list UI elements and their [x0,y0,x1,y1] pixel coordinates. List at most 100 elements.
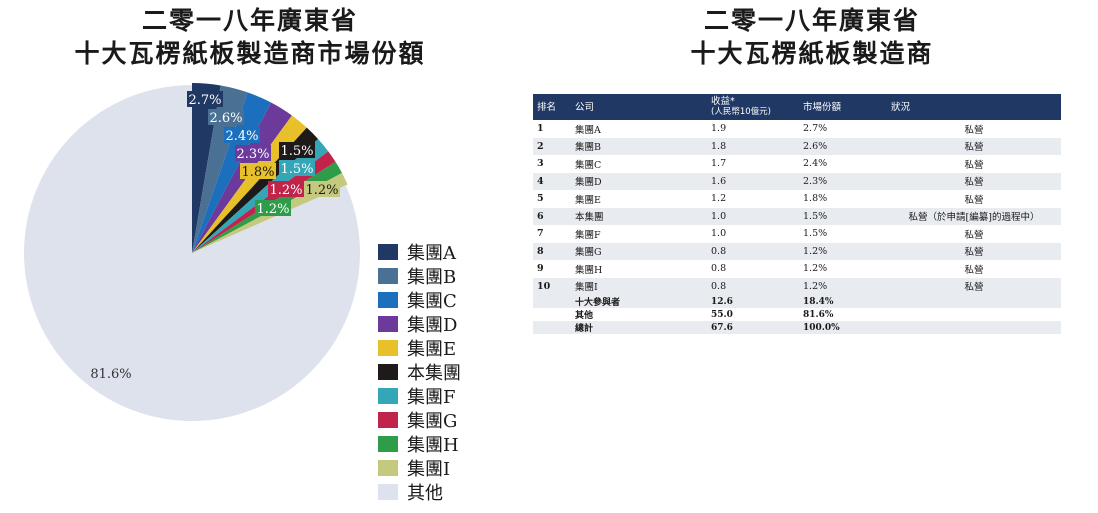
table-cell: 集團H [575,264,603,276]
table-cell: 1.5% [799,207,887,225]
pie-label-box-2 [208,109,244,125]
table-header-cell: 公司 [571,94,707,120]
legend-item-11: 其他 [378,480,461,504]
legend-label: 集團H [407,435,459,456]
legend-label: 其他 [407,483,443,504]
table-cell [887,308,1061,321]
pie-label-box-4 [235,145,271,161]
table-summary-row: 其他 55.0 81.6% [533,308,1061,322]
table-row: 2 集團B 1.8 2.6% 私營 [533,137,1061,155]
pie-slice-6 [192,127,319,253]
table-row: 7 集團F 1.0 1.5% 私營 [533,225,1061,243]
table-cell: 5 [537,193,544,205]
pie-label-box-8 [268,181,304,197]
table-cell: 1.6 [707,172,799,190]
legend-swatch [378,484,398,500]
legend-swatch [378,316,398,332]
legend-swatch [378,460,398,476]
legend-item-3: 集團C [378,288,461,312]
pie-slice-11 [23,85,361,421]
table-row: 9 集團H 0.8 1.2% 私營 [533,260,1061,278]
pie-label-2: 2.6% [209,111,242,126]
legend-item-2: 集團B [378,264,461,288]
table-cell: 集團D [571,172,707,190]
table-cell [533,295,571,308]
pie-label-box-6 [279,142,315,158]
pie-legend: 集團A 集團B 集團C 集團D 集團E 本集團 集團F 集團G 集團H 集團I 其他 [378,240,461,504]
table-row: 6 本集團 1.0 1.5% 私營（於申請[編纂]的過程中） [533,207,1061,225]
table-row: 4 集團D 1.6 2.3% 私營 [533,172,1061,190]
legend-item-6: 本集團 [378,360,461,384]
table-cell: 集團C [575,159,602,171]
pie-title-line1: 二零一八年廣東省 [141,6,358,35]
table-row: 8 集團G 0.8 1.2% 私營 [533,242,1061,260]
table-cell: 總計 [571,321,707,334]
table-header-cell: 市場份額 [799,94,887,120]
table-cell: 81.6% [803,309,834,320]
pie-slice-1 [192,83,221,253]
table-cell: 2.7% [803,123,828,135]
legend-label: 集團I [407,459,451,480]
table-title: 二零一八年廣東省 十大瓦楞紙板製造商 [622,4,1002,70]
table-cell: 8 [533,242,571,260]
table-cell: 1.2% [799,277,887,295]
table-header-cell: 狀況 [887,94,1061,120]
table-cell: 私營 [887,277,1061,295]
pie-label-box-5 [240,163,276,179]
market-share-table-container: 排名 公司 收益* (人民幣10億元) 市場份額 狀況 1 集團A 1.9 2.7% 私營 2 集團B… [533,94,1061,334]
table-cell: 0.8 [707,277,799,295]
table-cell: 十大參與者 [571,295,707,308]
table-cell: 集團G [571,242,707,260]
table-cell: 集團A [575,124,601,136]
table-row: 3 集團C 1.7 2.4% 私營 [533,155,1061,173]
table-cell: 2.4% [803,158,828,170]
table-cell: 12.6 [707,295,799,308]
table-cell: 1.5% [803,228,828,240]
legend-label: 集團B [407,267,457,288]
table-cell: 私營 [964,159,984,171]
table-cell: 集團E [575,194,601,206]
table-cell: 2.6% [799,137,887,155]
table-cell: 集團B [571,137,707,155]
pie-label-box-1 [187,91,223,107]
table-cell: 私營 [887,242,1061,260]
table-body: 1 集團A 1.9 2.7% 私營 2 集團B 1.8 2.6% 私營 3 集團C 1.7 2.4% 私營 4… [533,120,1061,334]
table-cell: 私營 [964,229,984,241]
pie-chart: 2.7%2.6%2.4%2.3%1.8%1.5%1.5%1.2%1.2%1.2%… [23,83,361,421]
table-cell: 1.2% [803,263,828,275]
legend-swatch [378,388,398,404]
table-cell: 100.0% [799,321,887,334]
table-cell: 3 [537,158,544,170]
table-cell: 集團I [571,277,707,295]
pie-label-9: 1.2% [256,202,289,217]
table-cell: 10 [533,277,571,295]
table-cell: 其他 [575,311,594,321]
table-row: 5 集團E 1.2 1.8% 私營 [533,190,1061,208]
legend-item-8: 集團G [378,408,461,432]
legend-swatch [378,268,398,284]
table-cell: 9 [537,263,544,275]
table-cell: 1.7 [711,158,727,170]
pie-label-box-10 [304,181,340,197]
table-cell: 2.3% [799,172,887,190]
table-cell: 私營 [964,264,984,276]
legend-item-7: 集團F [378,384,461,408]
table-cell [533,308,571,321]
table-cell: 1.0 [711,228,727,240]
legend-label: 集團E [407,339,457,360]
pie-label-8: 1.2% [269,183,302,198]
table-header-row: 排名 公司 收益* (人民幣10億元) 市場份額 狀況 [533,94,1061,120]
pie-label-box-9 [255,200,291,216]
pie-label-other: 81.6% [90,367,131,382]
legend-item-9: 集團H [378,432,461,456]
table-header-cell: 排名 [533,94,571,120]
table-cell: 0.8 [711,263,727,275]
legend-label: 集團C [407,291,457,312]
table-cell: 私營 [964,194,984,206]
table-cell: 1.0 [707,207,799,225]
table-summary-row: 十大參與者 12.6 18.4% [533,295,1061,308]
table-cell: 1.9 [711,123,727,135]
legend-item-1: 集團A [378,240,461,264]
table-row: 10 集團I 0.8 1.2% 私營 [533,277,1061,295]
pie-title-line2: 十大瓦楞紙板製造商市場份額 [74,39,426,68]
